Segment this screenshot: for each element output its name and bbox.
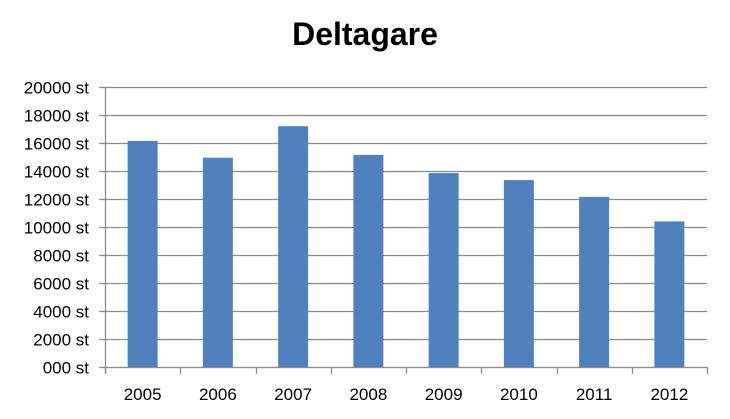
y-tick-label: 18000 st xyxy=(24,107,89,126)
x-tick-label: 2010 xyxy=(500,385,538,404)
y-tick-label: 16000 st xyxy=(24,135,89,154)
y-tick-label: 12000 st xyxy=(24,191,89,210)
bar-2012 xyxy=(654,221,685,367)
y-tick-label: 4000 st xyxy=(33,303,89,322)
bar-2010 xyxy=(503,180,534,367)
bar-2005 xyxy=(127,140,158,367)
bar-2009 xyxy=(428,173,459,367)
x-tick-label: 2008 xyxy=(349,385,387,404)
x-tick-label: 2006 xyxy=(199,385,237,404)
x-tick-label: 2005 xyxy=(124,385,162,404)
y-tick-label: 8000 st xyxy=(33,247,89,266)
bar-2011 xyxy=(579,196,610,367)
y-tick-label: 2000 st xyxy=(33,331,89,350)
y-tick-label: 000 st xyxy=(43,359,90,378)
y-tick-label: 6000 st xyxy=(33,275,89,294)
y-tick-label: 20000 st xyxy=(24,79,89,98)
x-tick-label: 2011 xyxy=(576,385,613,404)
y-tick-label: 14000 st xyxy=(24,163,89,182)
bar-2007 xyxy=(278,126,309,367)
x-tick-label: 2009 xyxy=(425,385,463,404)
x-tick-label: 2007 xyxy=(274,385,312,404)
bar-2006 xyxy=(202,157,233,367)
x-tick-label: 2012 xyxy=(650,385,688,404)
bar-2008 xyxy=(353,154,384,367)
y-tick-label: 10000 st xyxy=(24,219,89,238)
chart-title: Deltagare xyxy=(292,16,438,52)
